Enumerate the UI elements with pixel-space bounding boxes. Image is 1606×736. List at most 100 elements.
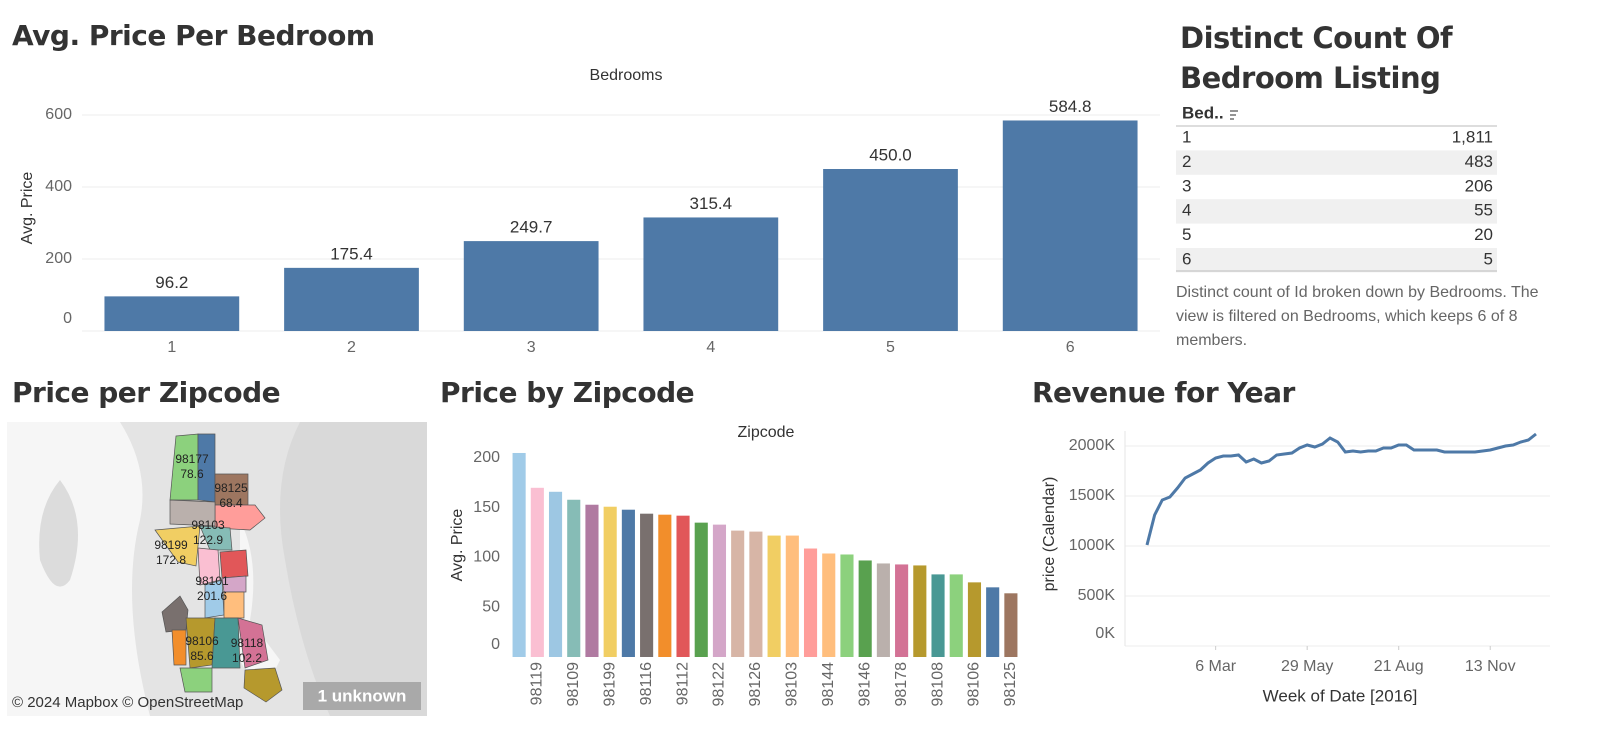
bar	[548, 491, 563, 657]
bar	[967, 582, 982, 657]
x-tick-label: 98122	[711, 662, 728, 707]
x-tick-label: 6 Mar	[1195, 658, 1237, 675]
row-label: 1	[1182, 127, 1191, 146]
y-tick-label: 0	[491, 636, 500, 653]
sort-icon[interactable]	[1230, 110, 1238, 120]
region	[223, 591, 245, 619]
region	[211, 617, 241, 669]
cell-value: 5	[1484, 249, 1493, 268]
bar	[1002, 120, 1138, 331]
bar	[749, 531, 763, 657]
region	[179, 667, 213, 693]
chart-title: Avg. Price Per Bedroom	[12, 19, 375, 52]
chart-title: Revenue for Year	[1032, 376, 1295, 409]
bar	[712, 524, 727, 657]
y-tick-label: 1500K	[1069, 487, 1116, 504]
region	[197, 547, 221, 586]
bar	[104, 296, 240, 331]
row-label: 3	[1182, 176, 1191, 195]
x-tick-label: 3	[527, 339, 536, 356]
bar	[585, 504, 599, 657]
y-tick-label: 50	[482, 598, 500, 615]
x-tick-label: 98108	[929, 662, 946, 707]
bar	[603, 506, 617, 657]
map-label: 98177	[175, 452, 209, 466]
bar	[823, 169, 958, 331]
axis-title: Bedrooms	[590, 67, 663, 84]
value-label: 96.2	[155, 273, 188, 292]
bar	[676, 515, 690, 657]
table-header: Bed..	[1182, 103, 1224, 122]
table-note: Distinct count of Id broken down by Bedr…	[1176, 284, 1539, 349]
row-band	[1176, 248, 1497, 273]
x-tick-label: 21 Aug	[1374, 658, 1424, 675]
map-value: 78.6	[180, 467, 204, 481]
region	[171, 629, 187, 666]
x-tick-label: 2	[347, 339, 356, 356]
row-label: 4	[1182, 201, 1191, 220]
cell-value: 483	[1465, 152, 1493, 171]
unknown-badge[interactable]	[303, 682, 421, 710]
bar	[840, 554, 854, 657]
map-value: 68.4	[219, 496, 243, 510]
value-label: 315.4	[690, 194, 733, 213]
bar	[876, 563, 890, 657]
value-label: 175.4	[330, 244, 373, 263]
y-tick-label: 1000K	[1069, 537, 1116, 554]
x-tick-label: 98126	[747, 662, 764, 707]
x-tick-label: 29 May	[1281, 658, 1333, 675]
value-label: 584.8	[1049, 97, 1092, 116]
bar	[284, 267, 419, 331]
map-value: 85.6	[190, 649, 214, 663]
x-tick-label: 98103	[784, 662, 801, 707]
y-tick-label: 500K	[1078, 587, 1116, 604]
x-tick-label: 98106	[966, 662, 983, 707]
x-tick-label: 13 Nov	[1465, 658, 1516, 675]
x-tick-label: 98146	[856, 662, 873, 707]
value-label: 450.0	[869, 145, 912, 164]
bar	[512, 452, 526, 657]
bar	[1004, 593, 1018, 657]
unknown-badge-label: 1 unknown	[318, 686, 407, 705]
bar	[463, 241, 599, 331]
bar	[658, 514, 672, 657]
row-band	[1176, 150, 1497, 175]
y-tick-label: 600	[45, 106, 72, 123]
y-axis-label: Avg. Price	[19, 172, 36, 245]
map-value: 172.8	[156, 553, 186, 567]
map-label: 98125	[214, 481, 248, 495]
x-tick-label: 98144	[820, 662, 837, 707]
region	[237, 617, 269, 669]
bar	[949, 574, 963, 657]
water	[7, 422, 150, 716]
x-tick-label: 98109	[565, 662, 582, 707]
bar	[785, 535, 799, 657]
y-tick-label: 150	[473, 499, 500, 516]
x-tick-label: 98199	[601, 662, 618, 707]
bar	[895, 564, 909, 657]
map	[7, 422, 427, 716]
bar	[567, 499, 581, 657]
y-tick-label: 0	[63, 310, 72, 327]
region	[219, 549, 249, 579]
y-tick-label: 200	[473, 449, 500, 466]
bar	[913, 565, 927, 657]
y-axis-label: Avg. Price	[449, 509, 466, 582]
land	[39, 480, 78, 587]
zip-regions	[154, 433, 283, 703]
region	[199, 525, 233, 551]
table-title: Distinct Count Of Bedroom Listing	[1180, 21, 1453, 95]
map-title: Price per Zipcode	[12, 376, 280, 409]
x-tick-label: 6	[1066, 339, 1075, 356]
land	[280, 422, 427, 716]
cell-value: 1,811	[1452, 127, 1493, 146]
x-tick-label: 5	[886, 339, 895, 356]
bar	[858, 560, 872, 657]
row-label: 6	[1182, 249, 1191, 268]
map-value: 122.9	[193, 533, 223, 547]
region	[154, 525, 201, 567]
row-label: 5	[1182, 225, 1191, 244]
map-value: 102.2	[232, 651, 262, 665]
region	[243, 667, 283, 703]
